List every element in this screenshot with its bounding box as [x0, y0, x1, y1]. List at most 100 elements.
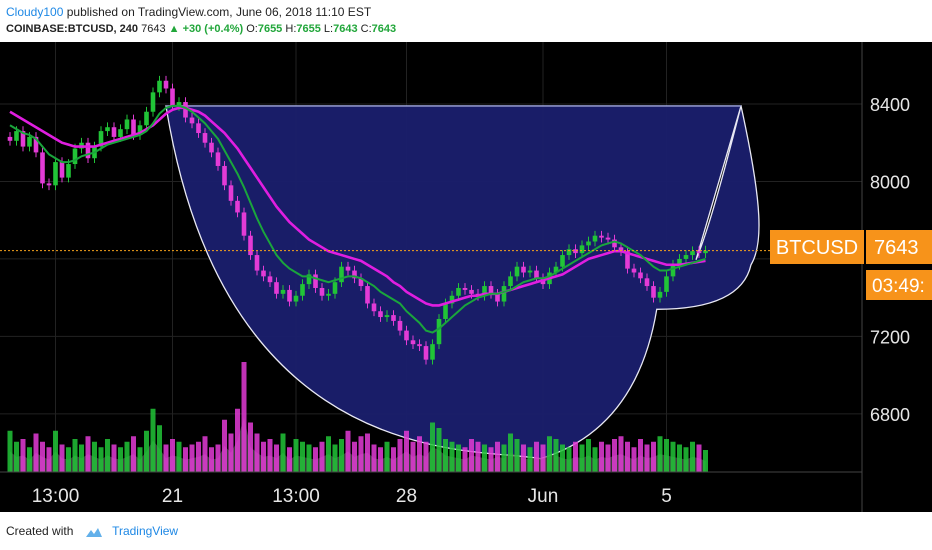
cup-handle-drawing[interactable]: [165, 105, 760, 460]
volume-bar: [306, 444, 312, 472]
candle-body: [7, 136, 13, 141]
volume-bar: [287, 447, 292, 472]
candle-body: [144, 111, 149, 126]
candle-body: [456, 287, 461, 296]
volume-bar: [586, 439, 591, 472]
tradingview-logo-icon: [85, 527, 102, 537]
candle-body: [599, 235, 604, 238]
candle-body: [521, 266, 526, 273]
volume-bar: [573, 441, 578, 472]
candle-body: [306, 274, 312, 285]
volume-bar: [105, 439, 110, 472]
candle-body: [586, 241, 591, 246]
chart-header: Cloudy100 published on TradingView.com, …: [0, 0, 932, 42]
volume-bar: [157, 425, 162, 472]
volume-bar: [391, 447, 396, 472]
candle-body: [384, 315, 390, 318]
price-chart[interactable]: 8400 8000 7200 6800 13:00 21 13:00 28 Jun 5 BTCU…: [0, 42, 932, 512]
candle-body: [488, 286, 494, 294]
candle-body: [280, 289, 286, 294]
candle-body: [534, 270, 539, 279]
volume-bar: [475, 441, 481, 472]
volume-bar: [111, 444, 117, 472]
candle-body: [202, 133, 208, 143]
candle-body: [319, 287, 325, 296]
volume-bar: [300, 441, 305, 472]
candle-body: [638, 272, 643, 279]
candle-body: [469, 289, 474, 294]
candle-body: [664, 276, 669, 292]
volume-bar: [267, 439, 273, 472]
candle-body: [631, 268, 637, 273]
footer: Created with TradingView: [0, 512, 932, 550]
y-tick-label: 8400: [870, 95, 910, 115]
volume-bar: [254, 433, 260, 472]
time-axis[interactable]: 13:00 21 13:00 28 Jun 5: [32, 486, 672, 507]
candles: [7, 75, 708, 365]
volume-bar: [66, 447, 71, 472]
candle-body: [514, 266, 520, 277]
volume-bar: [189, 444, 195, 472]
candle-body: [397, 320, 403, 331]
volume-bar: [378, 447, 383, 472]
tradingview-link[interactable]: TradingView: [112, 524, 179, 538]
candle-body: [579, 245, 585, 254]
candle-body: [176, 102, 182, 106]
candle-body: [423, 346, 429, 360]
candle-body: [274, 282, 279, 294]
slow-moving-average-line: [9, 106, 706, 307]
volume-bar: [248, 422, 253, 472]
candle-body: [228, 185, 234, 201]
volume-bar: [618, 436, 624, 472]
candle-body: [248, 235, 253, 256]
x-tick-label: 5: [661, 486, 672, 507]
candle-body: [33, 136, 39, 153]
volume-bar: [560, 444, 565, 472]
volume-bar: [183, 447, 188, 472]
volume-bar: [605, 444, 611, 472]
candle-body: [605, 237, 611, 240]
volume-bar: [631, 447, 637, 472]
volume-bar: [612, 439, 617, 472]
volume-bar: [196, 441, 201, 472]
candle-body: [53, 162, 58, 186]
author-link[interactable]: Cloudy100: [6, 5, 64, 19]
high-value: 7655: [296, 23, 321, 35]
candle-body: [196, 123, 201, 134]
volume-bar: [313, 447, 318, 472]
symbol-price-label: BTCUSD 7643 03:49:: [770, 230, 932, 300]
volume-bar: [345, 430, 351, 472]
symbol-name: COINBASE:BTCUSD, 240: [6, 23, 139, 35]
candle-body: [150, 92, 156, 112]
candle-body: [124, 119, 130, 130]
volume-bar: [365, 433, 370, 472]
chart-canvas[interactable]: 8400 8000 7200 6800 13:00 21 13:00 28 Jun 5 BTCU…: [0, 42, 932, 512]
volume-bar: [677, 444, 682, 472]
candle-body: [495, 293, 500, 302]
up-arrow-icon: ▲: [168, 23, 180, 35]
volume-bar: [599, 441, 604, 472]
volume-bar: [326, 436, 331, 472]
volume-bar: [566, 447, 572, 472]
y-tick-label: 8000: [870, 172, 910, 192]
volume-bar: [215, 444, 221, 472]
volume-bar: [443, 439, 448, 472]
candle-body: [553, 266, 559, 273]
volume-bar: [397, 439, 403, 472]
volume-bar: [209, 447, 214, 472]
candle-body: [14, 131, 19, 141]
y-tick-label: 6800: [870, 405, 910, 425]
candle-body: [527, 270, 533, 273]
volume-bar: [293, 439, 299, 472]
volume-bar: [540, 444, 546, 472]
candle-body: [215, 152, 221, 166]
volume-bar: [644, 444, 650, 472]
volume-bar: [469, 439, 474, 472]
volume-bar: [46, 447, 52, 472]
candle-body: [651, 286, 656, 298]
price-axis[interactable]: 8400 8000 7200 6800: [870, 95, 910, 425]
candle-body: [222, 165, 227, 186]
open-value: 7655: [257, 23, 283, 35]
volume-bar: [553, 439, 559, 472]
volume-bar: [436, 428, 442, 472]
